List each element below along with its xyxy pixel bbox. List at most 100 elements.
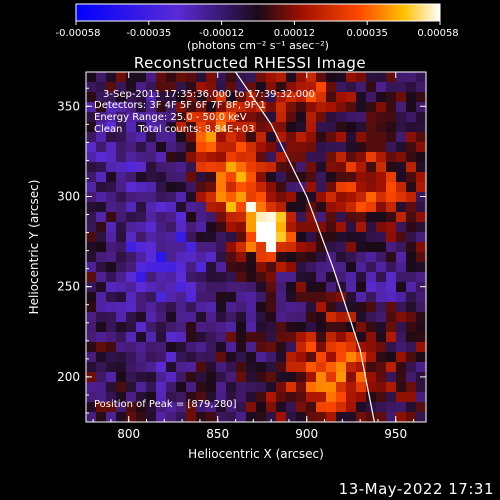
heatmap-pixel bbox=[146, 312, 156, 322]
heatmap-pixel bbox=[226, 402, 236, 412]
heatmap-pixel bbox=[156, 102, 166, 112]
heatmap-pixel bbox=[356, 82, 366, 92]
heatmap-pixel bbox=[276, 162, 286, 172]
heatmap-pixel bbox=[306, 122, 316, 132]
heatmap-pixel bbox=[246, 362, 256, 372]
heatmap-pixel bbox=[176, 82, 186, 92]
heatmap-pixel bbox=[276, 232, 286, 242]
heatmap-pixel bbox=[136, 272, 146, 282]
heatmap-pixel bbox=[96, 402, 106, 412]
heatmap-pixel bbox=[366, 92, 376, 102]
heatmap-pixel bbox=[406, 82, 416, 92]
heatmap-pixel bbox=[396, 262, 406, 272]
heatmap-pixel bbox=[306, 152, 316, 162]
heatmap-pixel bbox=[236, 72, 246, 82]
heatmap-pixel bbox=[156, 122, 166, 132]
heatmap-pixel bbox=[286, 82, 296, 92]
heatmap-pixel bbox=[206, 382, 216, 392]
heatmap-pixel bbox=[336, 252, 346, 262]
heatmap-pixel bbox=[366, 332, 376, 342]
heatmap-pixel bbox=[246, 202, 256, 212]
heatmap-pixel bbox=[256, 392, 266, 402]
heatmap-pixel bbox=[276, 182, 286, 192]
y-axis-label: Heliocentric Y (arcsec) bbox=[27, 180, 41, 315]
heatmap-pixel bbox=[246, 142, 256, 152]
heatmap-pixel bbox=[96, 392, 106, 402]
heatmap-pixel bbox=[406, 412, 416, 422]
heatmap-pixel bbox=[266, 382, 276, 392]
heatmap-pixel bbox=[86, 302, 96, 312]
heatmap-pixel bbox=[106, 352, 116, 362]
heatmap-pixel bbox=[166, 102, 176, 112]
heatmap-pixel bbox=[136, 302, 146, 312]
heatmap-pixel bbox=[166, 142, 176, 152]
heatmap-pixel bbox=[256, 312, 266, 322]
heatmap-pixel bbox=[176, 292, 186, 302]
heatmap-pixel bbox=[226, 82, 236, 92]
heatmap-pixel bbox=[116, 292, 126, 302]
heatmap-pixel bbox=[356, 192, 366, 202]
heatmap-pixel bbox=[356, 172, 366, 182]
heatmap-pixel bbox=[216, 112, 226, 122]
heatmap-pixel bbox=[126, 392, 136, 402]
heatmap-pixel bbox=[386, 302, 396, 312]
solar-limb-curve bbox=[235, 72, 375, 422]
heatmap-pixel bbox=[286, 312, 296, 322]
heatmap-pixel bbox=[326, 262, 336, 272]
heatmap-pixel bbox=[246, 322, 256, 332]
heatmap-pixel bbox=[246, 352, 256, 362]
heatmap-pixel bbox=[406, 102, 416, 112]
heatmap-pixel bbox=[306, 72, 316, 82]
heatmap-pixel bbox=[116, 142, 126, 152]
heatmap-pixel bbox=[96, 342, 106, 352]
heatmap-pixel bbox=[316, 242, 326, 252]
heatmap-pixel bbox=[276, 202, 286, 212]
heatmap-pixel bbox=[136, 152, 146, 162]
heatmap-pixel bbox=[106, 392, 116, 402]
heatmap-pixel bbox=[166, 132, 176, 142]
heatmap-pixel bbox=[156, 152, 166, 162]
heatmap-pixel bbox=[236, 312, 246, 322]
heatmap-pixel bbox=[166, 222, 176, 232]
heatmap-pixel bbox=[126, 132, 136, 142]
heatmap-pixel bbox=[256, 152, 266, 162]
heatmap-pixel bbox=[316, 162, 326, 172]
heatmap-pixel bbox=[376, 112, 386, 122]
heatmap-pixel bbox=[126, 362, 136, 372]
heatmap-pixel bbox=[196, 252, 206, 262]
heatmap-pixel bbox=[326, 242, 336, 252]
heatmap-pixel bbox=[376, 192, 386, 202]
heatmap-pixel bbox=[146, 172, 156, 182]
heatmap-pixel bbox=[116, 122, 126, 132]
heatmap-pixel bbox=[116, 402, 126, 412]
heatmap-pixel bbox=[366, 292, 376, 302]
heatmap-pixel bbox=[86, 162, 96, 172]
heatmap-pixel bbox=[216, 262, 226, 272]
heatmap-pixel bbox=[86, 142, 96, 152]
heatmap-pixel bbox=[196, 332, 206, 342]
heatmap-pixel bbox=[356, 382, 366, 392]
heatmap-pixel bbox=[326, 102, 336, 112]
heatmap-pixel bbox=[306, 132, 316, 142]
heatmap-pixel bbox=[136, 182, 146, 192]
heatmap-pixel bbox=[236, 382, 246, 392]
heatmap-pixel bbox=[376, 362, 386, 372]
heatmap-pixel bbox=[236, 92, 246, 102]
heatmap-pixel bbox=[166, 152, 176, 162]
heatmap-pixel bbox=[106, 72, 116, 82]
heatmap-pixel bbox=[106, 132, 116, 142]
heatmap-pixel bbox=[336, 312, 346, 322]
y-tick-label: 200 bbox=[57, 370, 80, 384]
heatmap-pixel bbox=[156, 272, 166, 282]
heatmap-pixel bbox=[126, 352, 136, 362]
heatmap-pixel bbox=[186, 322, 196, 332]
heatmap-pixel bbox=[356, 372, 366, 382]
heatmap-pixel bbox=[146, 282, 156, 292]
heatmap-pixel bbox=[206, 252, 216, 262]
heatmap-pixel bbox=[206, 352, 216, 362]
heatmap-pixel bbox=[296, 362, 306, 372]
heatmap-pixel bbox=[166, 82, 176, 92]
heatmap-pixel bbox=[406, 402, 416, 412]
heatmap-pixel bbox=[266, 222, 276, 232]
heatmap-pixel bbox=[396, 252, 406, 262]
